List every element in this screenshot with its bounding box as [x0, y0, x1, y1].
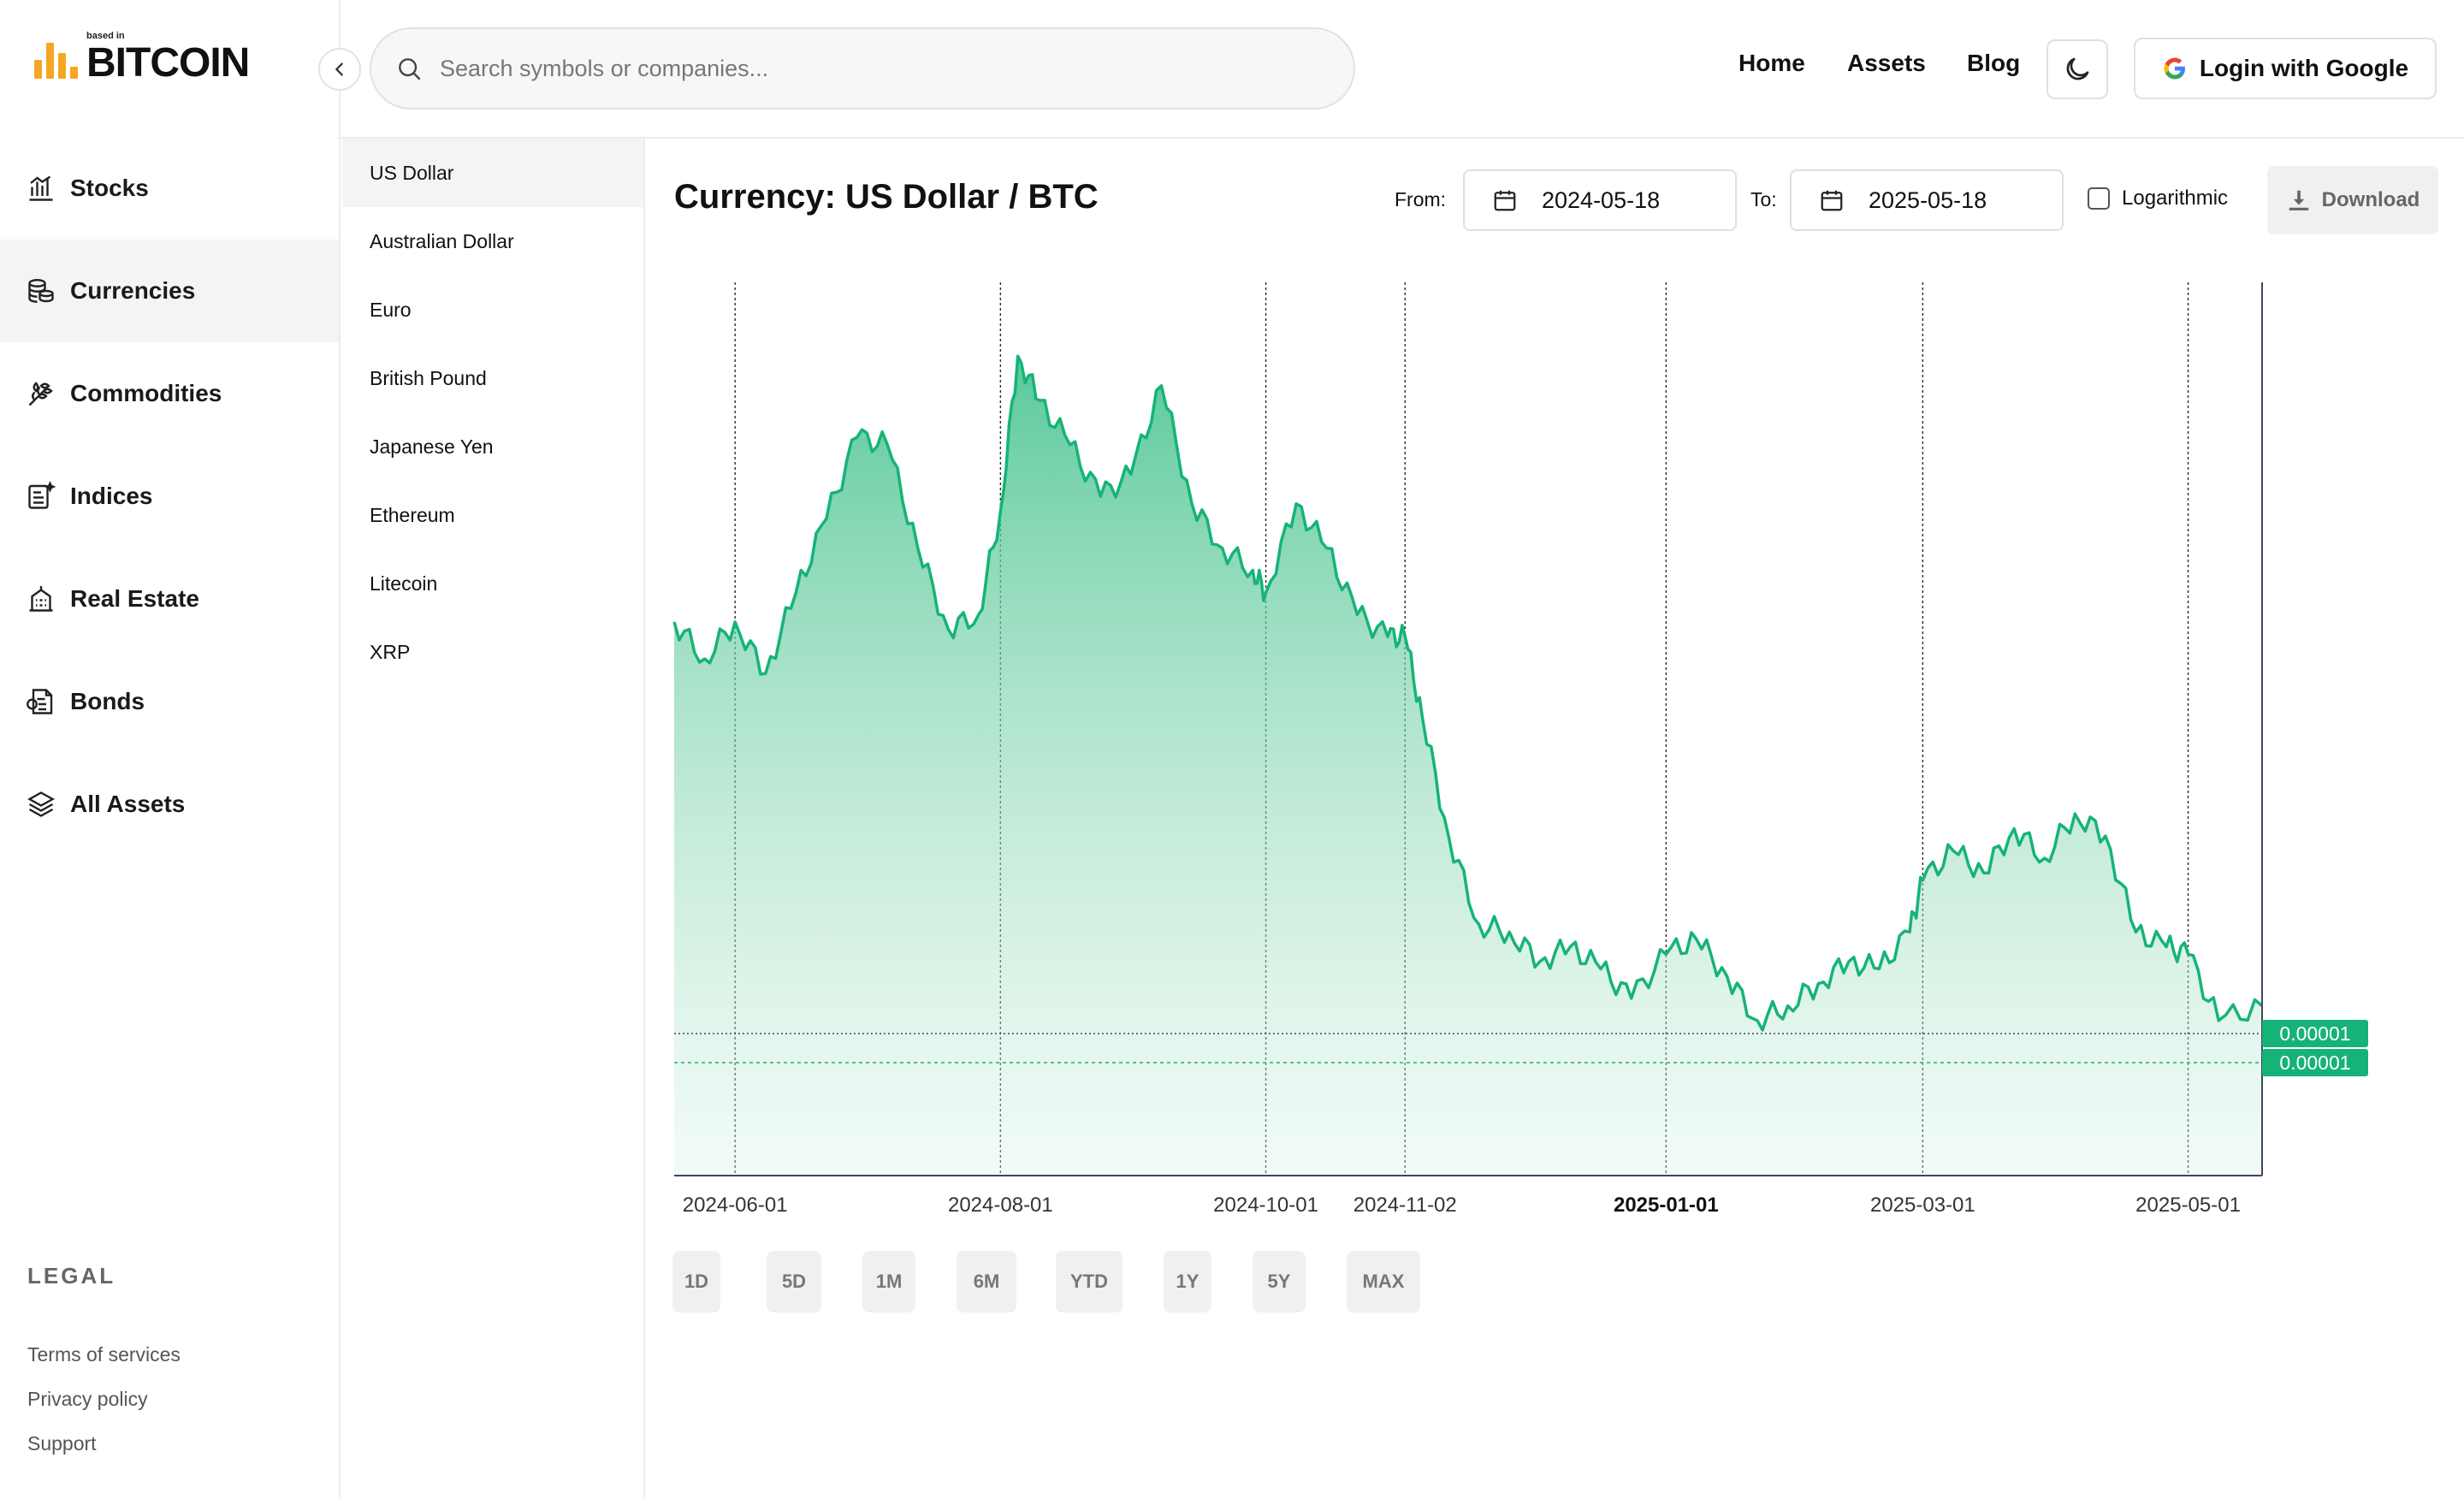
nav-link-home[interactable]: Home [1738, 50, 1805, 76]
period-selector: 1D 5D 1M 6M YTD 1Y 5Y MAX [672, 1251, 1420, 1312]
period-button-6m[interactable]: 6M [957, 1251, 1016, 1312]
nav-item-commodities[interactable]: Commodities [0, 342, 339, 445]
currency-item-british-pound[interactable]: British Pound [370, 366, 487, 389]
period-button-ytd[interactable]: YTD [1056, 1251, 1122, 1312]
dark-mode-toggle[interactable] [2046, 39, 2108, 99]
chevron-left-icon [335, 62, 343, 76]
x-tick-label: 2024-11-02 [1353, 1194, 1457, 1217]
nav-item-label: Commodities [70, 380, 222, 406]
period-button-5y[interactable]: 5Y [1253, 1251, 1306, 1312]
current-value-badge-bg [2262, 1049, 2368, 1076]
collapse-sidebar-button[interactable] [318, 48, 361, 91]
nav-item-label: Indices [70, 483, 153, 509]
nav-item-label: Real Estate [70, 585, 199, 612]
download-button[interactable]: Download [2267, 166, 2438, 234]
logo-bars-icon [34, 43, 78, 79]
period-button-max[interactable]: MAX [1347, 1251, 1420, 1312]
asset-nav: Stocks Currencies Commodities Indices Re… [0, 137, 339, 856]
from-date-value: 2024-05-18 [1542, 187, 1661, 213]
from-label: From: [1395, 188, 1447, 210]
x-tick-label: 2025-05-01 [2135, 1194, 2241, 1217]
currency-item-litecoin[interactable]: Litecoin [370, 572, 438, 595]
to-date-field[interactable]: 2025-05-18 [1790, 169, 2064, 231]
period-button-1d[interactable]: 1D [672, 1251, 720, 1312]
current-value-text: 0.00001 [2279, 1022, 2350, 1045]
chart-bars-icon [29, 175, 53, 201]
current-value-text: 0.00001 [2279, 1052, 2350, 1074]
coins-icon [28, 279, 54, 303]
download-label: Download [2321, 188, 2420, 211]
to-label: To: [1750, 188, 1777, 210]
nav-item-label: Stocks [70, 175, 149, 201]
current-value-badge-bg [2262, 1020, 2368, 1047]
search-input[interactable] [440, 55, 1295, 82]
login-google-button[interactable]: Login with Google [2134, 38, 2437, 99]
wheat-icon [28, 382, 53, 406]
price-chart[interactable]: 2024-06-01 2024-08-01 2024-10-01 2024-11-02… [667, 274, 2378, 1232]
logo-tagline: based in [86, 31, 125, 41]
nav-item-label: Currencies [70, 277, 196, 304]
period-button-5d[interactable]: 5D [767, 1251, 821, 1312]
current-value-labels: 0.00001 0.00001 [2262, 1020, 2368, 1076]
google-g-icon [2164, 57, 2185, 80]
index-sheet-icon [28, 481, 56, 509]
logarithmic-toggle[interactable]: Logarithmic [2088, 187, 2228, 210]
period-button-1y[interactable]: 1Y [1164, 1251, 1211, 1312]
search-bar[interactable] [370, 27, 1355, 110]
x-tick-label: 2024-08-01 [948, 1194, 1053, 1217]
support-link[interactable]: Support [27, 1432, 97, 1455]
x-tick-label: 2025-01-01 [1614, 1194, 1719, 1217]
search-icon [399, 58, 421, 80]
privacy-link[interactable]: Privacy policy [27, 1388, 148, 1410]
nav-item-all-assets[interactable]: All Assets [0, 753, 339, 856]
x-tick-label: 2025-03-01 [1870, 1194, 1975, 1217]
moon-icon [2066, 57, 2089, 80]
nav-item-bonds[interactable]: Bonds [0, 650, 339, 753]
currency-item-us-dollar[interactable]: US Dollar [342, 139, 643, 207]
nav-item-real-estate[interactable]: Real Estate [0, 548, 339, 650]
currency-item-xrp[interactable]: XRP [370, 640, 411, 663]
layers-icon [27, 791, 55, 817]
currency-item-euro[interactable]: Euro [370, 298, 412, 321]
bitcoin-logo[interactable]: based in BITCOIN [34, 31, 250, 86]
current-value-badge: 0.00001 [2262, 1049, 2368, 1076]
currency-list: US Dollar Australian Dollar Euro British… [342, 139, 645, 1499]
nav-item-stocks[interactable]: Stocks [0, 137, 339, 240]
to-date-value: 2025-05-18 [1869, 187, 1987, 213]
bond-certificate-icon [27, 689, 53, 714]
calendar-icon [1494, 190, 1516, 211]
building-icon [29, 586, 53, 612]
current-value-lines [674, 1033, 2262, 1064]
nav-link-assets[interactable]: Assets [1847, 50, 1926, 76]
nav-item-currencies[interactable]: Currencies [0, 240, 339, 342]
login-button-label: Login with Google [2199, 55, 2409, 81]
download-icon [2289, 190, 2308, 210]
x-axis-ticks: 2024-06-01 2024-08-01 2024-10-01 2024-11-02… [683, 1194, 2241, 1217]
terms-link[interactable]: Terms of services [27, 1343, 181, 1366]
currency-item-australian-dollar[interactable]: Australian Dollar [370, 229, 514, 252]
nav-item-indices[interactable]: Indices [0, 445, 339, 548]
logarithmic-checkbox[interactable] [2088, 187, 2110, 210]
calendar-icon [1821, 190, 1843, 211]
logo-name: BITCOIN [86, 40, 250, 86]
current-value-badge: 0.00001 [2262, 1020, 2368, 1047]
from-date-field[interactable]: 2024-05-18 [1463, 169, 1737, 231]
currency-item-ethereum[interactable]: Ethereum [370, 503, 455, 526]
legal-heading: LEGAL [27, 1263, 116, 1289]
nav-item-label: Bonds [70, 688, 145, 714]
left-sidebar: based in BITCOIN Stocks Currencies Commo… [0, 0, 341, 1499]
period-button-1m[interactable]: 1M [862, 1251, 915, 1312]
chart-title: Currency: US Dollar / BTC [674, 178, 1099, 216]
logarithmic-label: Logarithmic [2122, 187, 2229, 210]
x-tick-label: 2024-10-01 [1213, 1194, 1318, 1217]
nav-item-label: All Assets [70, 791, 186, 817]
currency-item-japanese-yen[interactable]: Japanese Yen [370, 435, 494, 458]
price-line [672, 354, 2264, 1032]
header-divider [341, 137, 2464, 139]
price-area [674, 356, 2262, 1176]
x-tick-label: 2024-06-01 [683, 1194, 788, 1217]
nav-link-blog[interactable]: Blog [1967, 50, 2021, 76]
